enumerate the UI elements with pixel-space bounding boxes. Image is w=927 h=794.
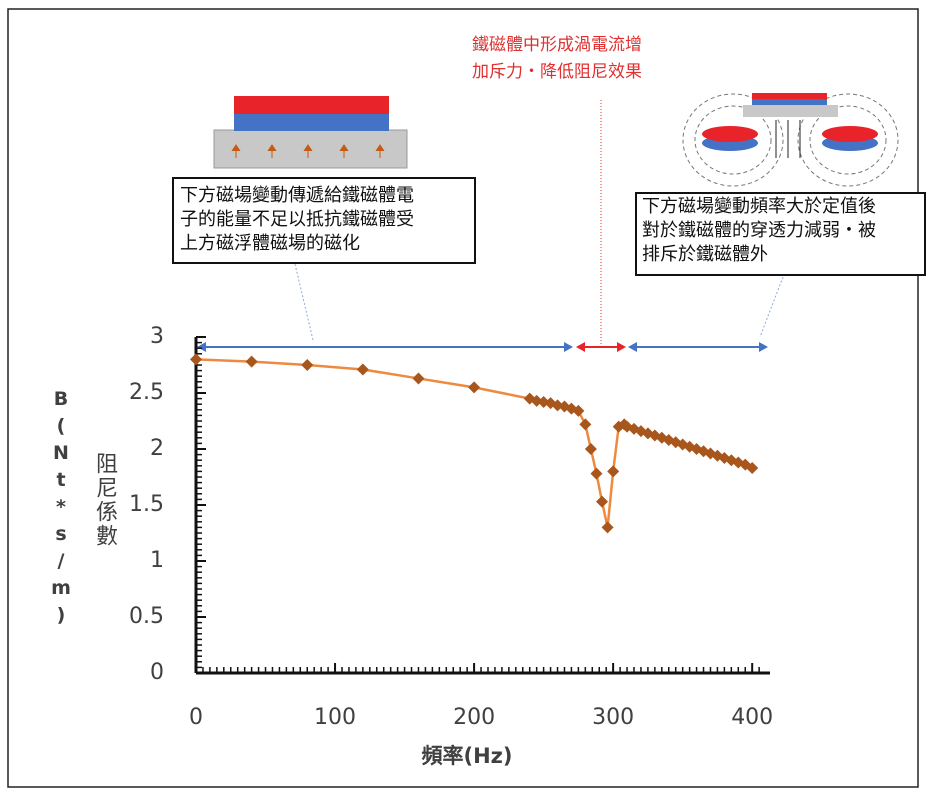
annotation-text: 上方磁浮體磁場的磁化 — [180, 233, 360, 254]
frame — [7, 8, 919, 788]
x-tick-label: 0 — [189, 705, 203, 730]
connector — [759, 276, 784, 338]
x-tick-label: 200 — [453, 705, 495, 730]
x-tick-label: 100 — [314, 705, 356, 730]
marker — [468, 381, 481, 394]
annotation-box — [635, 192, 926, 276]
marker — [596, 495, 609, 508]
marker — [579, 418, 592, 431]
y-axis-unit: B(Nt*s/m) — [50, 388, 72, 631]
marker — [590, 467, 603, 480]
y-tick-label: 0 — [150, 660, 164, 685]
connector — [294, 263, 314, 341]
marker — [572, 404, 585, 417]
x-axis-label: 頻率(Hz) — [422, 744, 513, 768]
y-tick-label: 1.5 — [129, 492, 164, 517]
x-tick-label: 400 — [731, 705, 773, 730]
y-tick-label: 2 — [150, 436, 164, 461]
annotation-box — [172, 177, 476, 264]
marker — [190, 353, 202, 366]
annotation-text: 鐵磁體中形成渦電流增 — [472, 35, 642, 55]
marker — [245, 355, 258, 368]
y-tick-label: 3 — [150, 324, 164, 349]
marker — [301, 359, 314, 371]
y-tick-label: 1 — [150, 548, 164, 573]
annotation-text: 加斥力・降低阻尼效果 — [472, 62, 642, 82]
marker — [412, 372, 425, 385]
left-illustration — [213, 96, 408, 169]
marker — [584, 443, 597, 455]
y-axis-label: 阻尼係數 — [92, 452, 117, 548]
x-tick-label: 300 — [592, 705, 634, 730]
annotation-text: 下方磁場變動傳遞給鐵磁體電 — [180, 185, 414, 206]
marker — [601, 521, 614, 534]
marker — [746, 462, 759, 475]
annotation-text: 子的能量不足以抵抗鐵磁體受 — [180, 209, 414, 230]
range-arrows — [197, 342, 768, 352]
right-illustration — [682, 93, 899, 187]
marker — [356, 363, 369, 376]
marker — [607, 465, 620, 478]
y-tick-label: 2.5 — [129, 380, 164, 405]
annotation-text: 排斥於鐵磁體外 — [642, 244, 768, 265]
y-tick-label: 0.5 — [129, 604, 164, 629]
annotation-text: 下方磁場變動頻率大於定值後 — [642, 196, 876, 217]
annotation-text: 對於鐵磁體的穿透力減弱・被 — [642, 220, 876, 241]
